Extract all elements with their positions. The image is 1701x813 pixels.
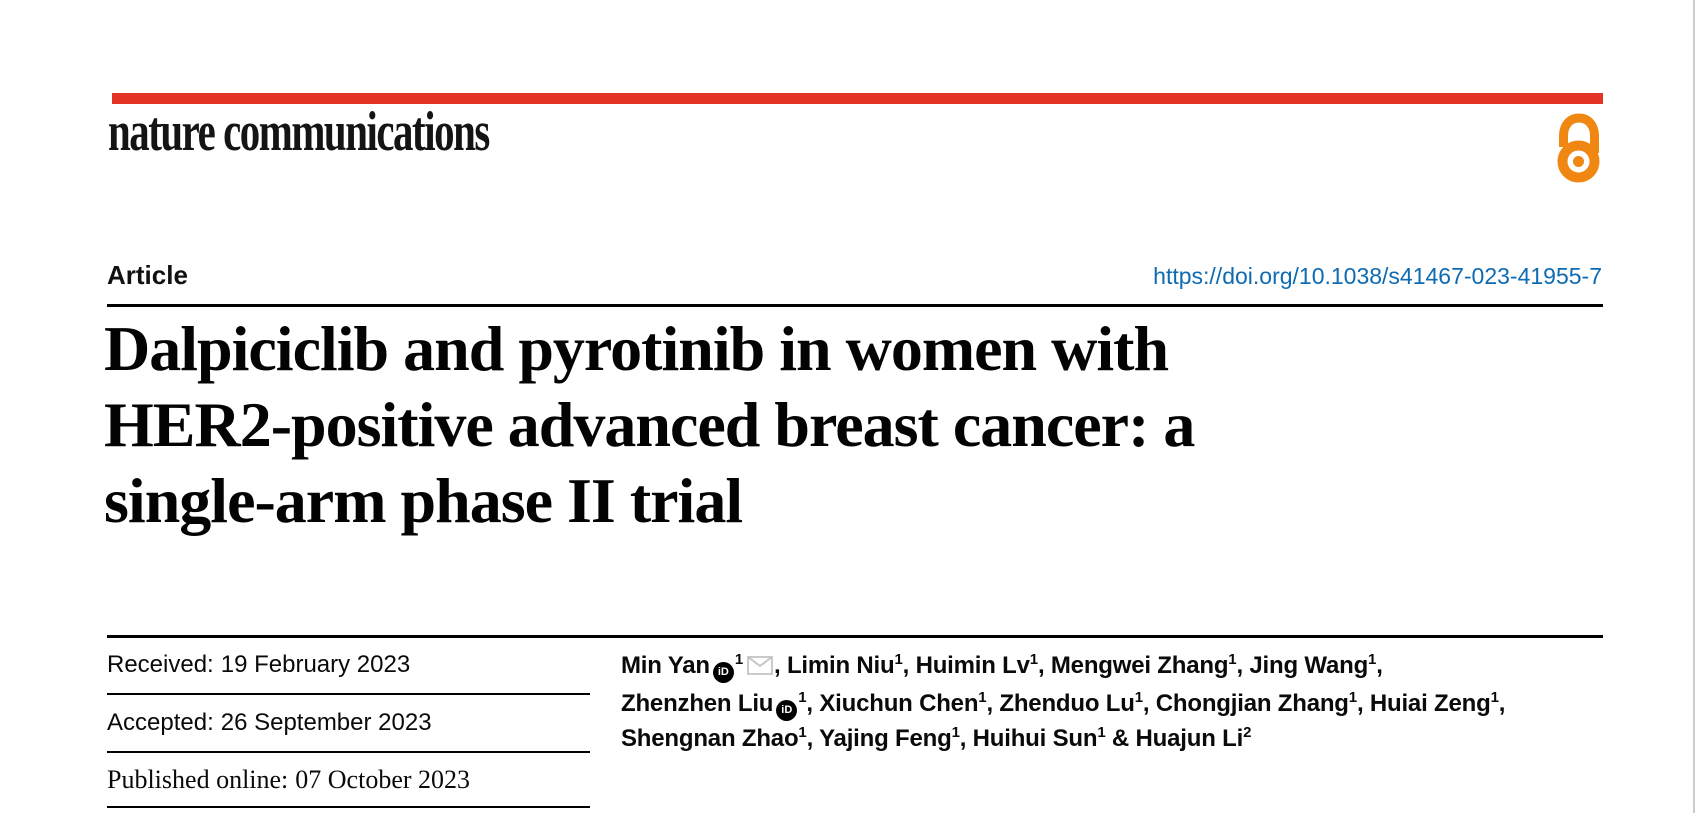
published-date-row: Published online: 07 October 2023 bbox=[107, 765, 470, 795]
affiliation-superscript: 1 bbox=[734, 651, 744, 668]
header-rule bbox=[107, 304, 1603, 307]
author-name: Yajing Feng bbox=[819, 725, 952, 752]
title-line: single-arm phase II trial bbox=[104, 465, 743, 536]
email-envelope-icon[interactable] bbox=[747, 650, 773, 686]
author-name: Jing Wang bbox=[1249, 652, 1369, 679]
affiliation-superscript: 1 bbox=[1134, 688, 1143, 706]
section-top-rule bbox=[107, 635, 1603, 638]
author-name: Min Yan bbox=[621, 652, 710, 679]
accepted-value: 26 September 2023 bbox=[220, 709, 432, 736]
affiliation-superscript: 1 bbox=[978, 688, 987, 706]
author-name: Zhenduo Lu bbox=[999, 689, 1135, 717]
author-name: Huiai Zeng bbox=[1369, 689, 1491, 717]
affiliation-superscript: 1 bbox=[1029, 651, 1038, 668]
affiliation-superscript: 1 bbox=[1490, 688, 1499, 706]
open-access-icon bbox=[1557, 113, 1600, 183]
author-name: Xiuchun Chen bbox=[819, 689, 979, 717]
journal-logo: nature communications bbox=[108, 101, 490, 163]
doi-link[interactable]: https://doi.org/10.1038/s41467-023-41955… bbox=[1153, 263, 1602, 289]
affiliation-superscript: 1 bbox=[894, 651, 903, 668]
author-lines: Min Yan iD1, Limin Niu1, Huimin Lv1, Meng… bbox=[621, 648, 1631, 757]
title-line: HER2-positive advanced breast cancer: a bbox=[104, 389, 1195, 460]
author-name: Huajun Li bbox=[1135, 725, 1244, 752]
affiliation-superscript: 1 bbox=[1348, 688, 1357, 706]
author-name: Limin Niu bbox=[786, 652, 895, 679]
article-title: Dalpiciclib and pyrotinib in women with … bbox=[104, 311, 1504, 539]
published-value: 07 October 2023 bbox=[295, 765, 471, 794]
author-line: Min Yan iD1, Limin Niu1, Huimin Lv1, Meng… bbox=[621, 648, 1631, 686]
page-edge-divider bbox=[1693, 0, 1695, 813]
author-name: Huimin Lv bbox=[915, 652, 1030, 679]
title-line: Dalpiciclib and pyrotinib in women with bbox=[104, 313, 1169, 384]
received-value: 19 February 2023 bbox=[220, 651, 411, 678]
article-type-label: Article bbox=[107, 260, 188, 290]
affiliation-superscript: 1 bbox=[1228, 651, 1237, 668]
affiliation-superscript: 2 bbox=[1243, 724, 1252, 741]
affiliation-superscript: 1 bbox=[951, 724, 960, 741]
orcid-icon[interactable]: iD bbox=[712, 662, 734, 683]
accepted-date-row: Accepted: 26 September 2023 bbox=[107, 709, 432, 737]
dates-divider bbox=[107, 751, 590, 753]
author-name: Chongjian Zhang bbox=[1155, 689, 1349, 717]
affiliation-superscript: 1 bbox=[1097, 724, 1106, 741]
accepted-label: Accepted: bbox=[107, 709, 214, 736]
affiliation-superscript: 1 bbox=[798, 724, 807, 741]
dates-divider bbox=[107, 693, 590, 695]
author-line: Zhenzhen Liu iD1, Xiuchun Chen1, Zhenduo … bbox=[621, 686, 1631, 722]
orcid-icon[interactable]: iD bbox=[776, 699, 798, 721]
author-name: Shengnan Zhao bbox=[621, 725, 799, 752]
author-name: Zhenzhen Liu bbox=[621, 689, 774, 717]
author-name: Huihui Sun bbox=[972, 725, 1098, 752]
brand-red-bar bbox=[112, 93, 1603, 104]
affiliation-superscript: 1 bbox=[1368, 651, 1377, 668]
author-line: Shengnan Zhao1, Yajing Feng1, Huihui Sun… bbox=[621, 724, 1252, 752]
author-name: Mengwei Zhang bbox=[1050, 652, 1229, 679]
published-label: Published online: bbox=[107, 765, 289, 794]
dates-divider bbox=[107, 806, 590, 808]
received-date-row: Received: 19 February 2023 bbox=[107, 651, 410, 679]
affiliation-superscript: 1 bbox=[798, 688, 807, 706]
received-label: Received: bbox=[107, 651, 214, 678]
